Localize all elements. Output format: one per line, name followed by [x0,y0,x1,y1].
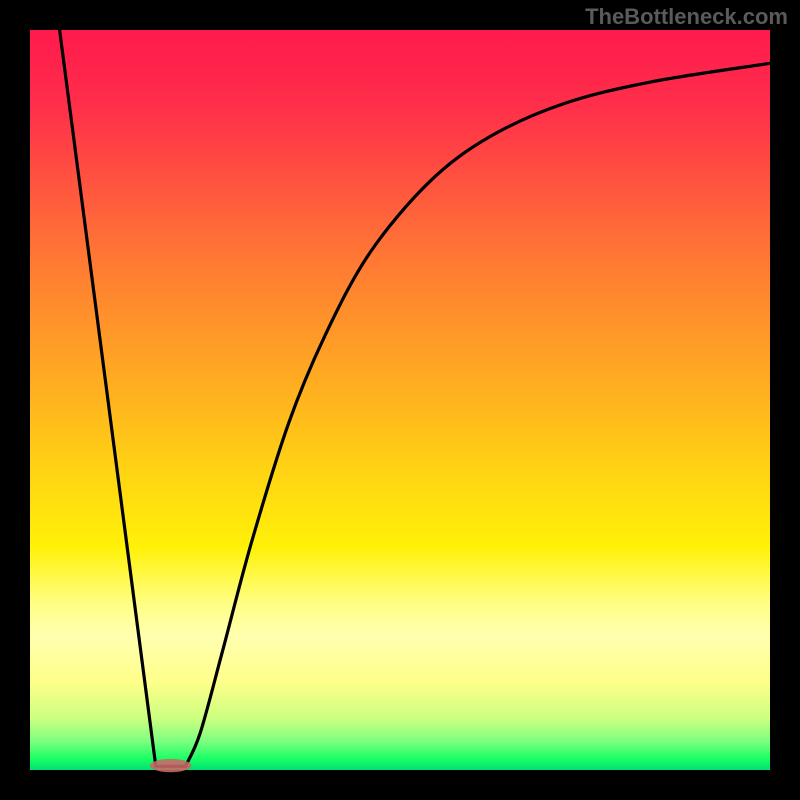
chart-svg [0,0,800,800]
optimal-marker [150,759,191,772]
bottleneck-chart: TheBottleneck.com [0,0,800,800]
